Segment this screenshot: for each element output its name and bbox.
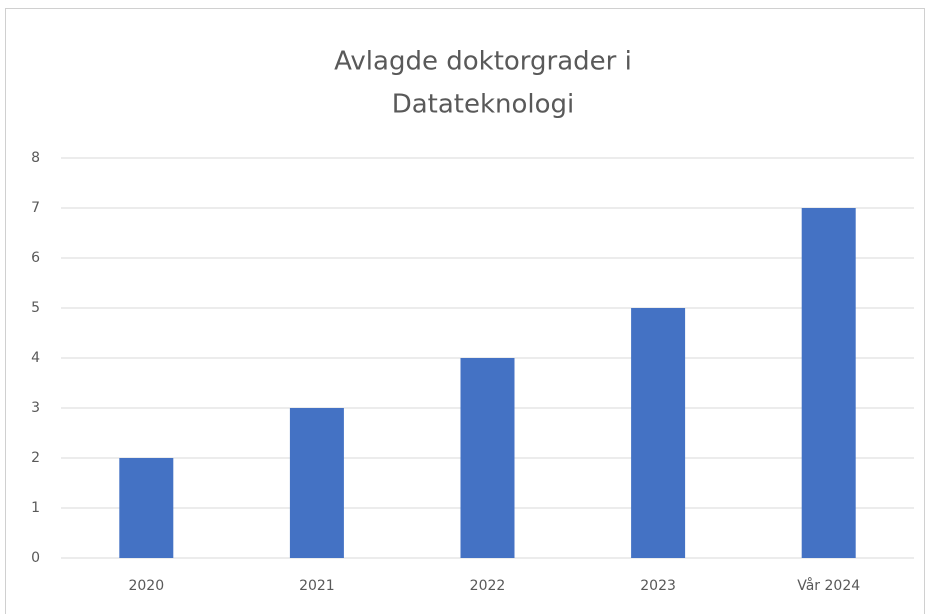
y-tick-label: 4 <box>31 350 40 366</box>
bar <box>631 308 686 558</box>
y-tick-label: 2 <box>31 450 40 466</box>
x-tick-label: 2021 <box>299 578 335 594</box>
y-tick-label: 1 <box>31 500 40 516</box>
y-tick-label: 5 <box>31 300 40 316</box>
bar <box>801 208 856 558</box>
bar <box>119 458 174 558</box>
x-tick-label: 2023 <box>640 578 676 594</box>
y-tick-label: 6 <box>31 250 40 266</box>
bar <box>289 408 344 558</box>
x-tick-label: 2020 <box>128 578 164 594</box>
bar <box>460 358 515 558</box>
x-tick-label: 2022 <box>470 578 506 594</box>
x-tick-label: Vår 2024 <box>797 577 860 594</box>
y-tick-label: 3 <box>31 400 40 416</box>
chart-title: Datateknologi <box>392 90 575 120</box>
y-tick-label: 7 <box>31 200 40 216</box>
chart-title: Avlagde doktorgrader i <box>334 47 632 77</box>
y-tick-label: 8 <box>31 150 40 166</box>
y-tick-label: 0 <box>31 550 40 566</box>
